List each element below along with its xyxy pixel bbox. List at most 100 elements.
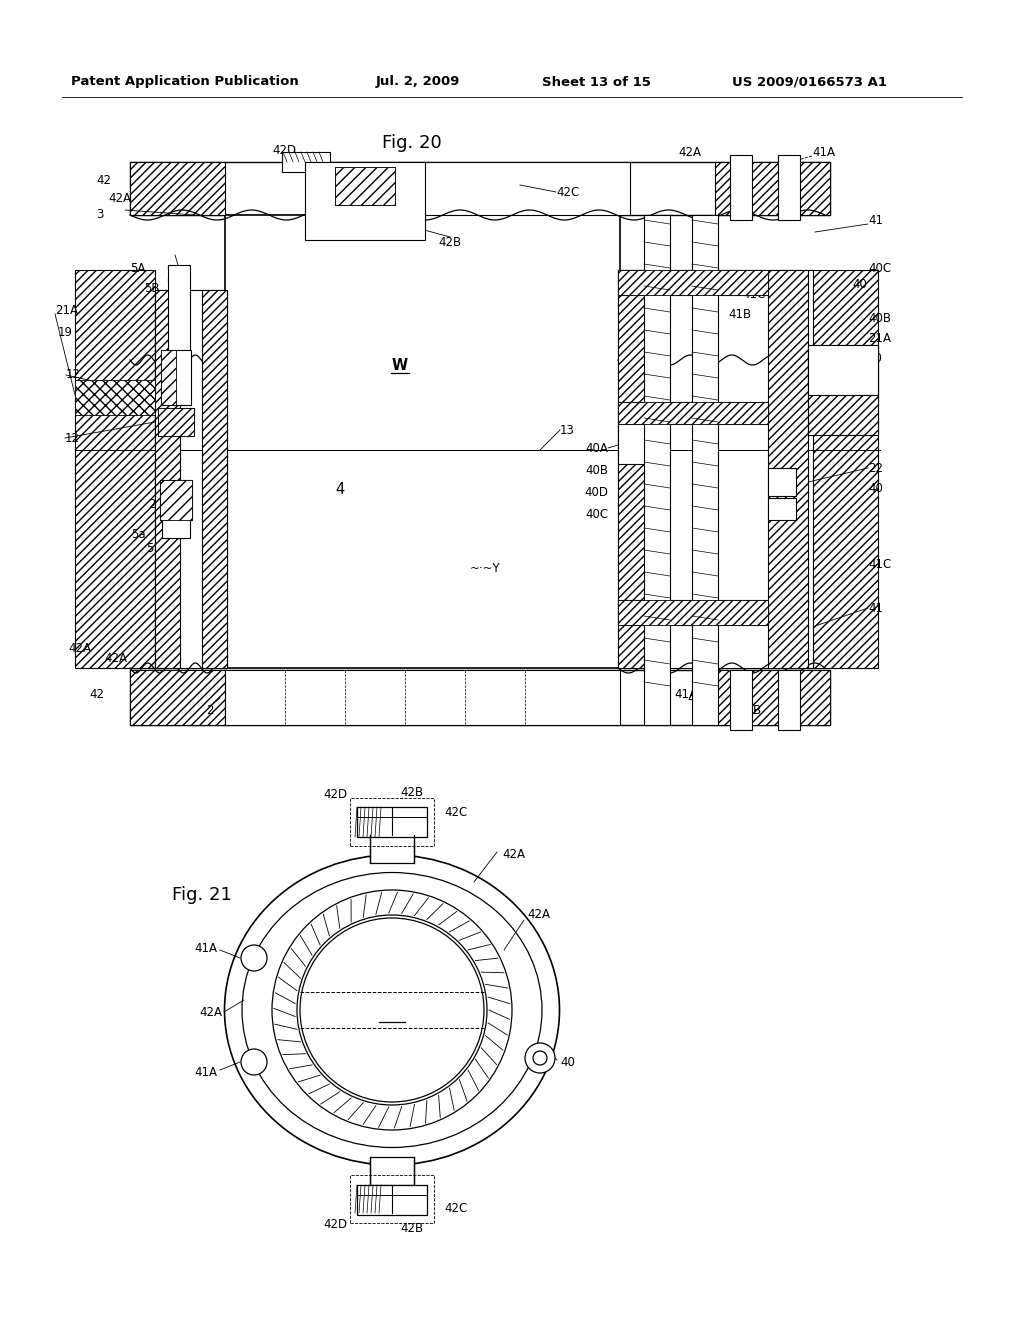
Polygon shape (808, 345, 878, 395)
Bar (715, 162, 830, 215)
Bar (350, 1175, 434, 1224)
Text: 41A: 41A (194, 1065, 217, 1078)
Text: 5A: 5A (130, 261, 145, 275)
Bar (350, 799, 434, 846)
Circle shape (241, 945, 267, 972)
Text: 42B: 42B (438, 236, 462, 249)
Bar (155, 290, 180, 668)
Bar (130, 671, 830, 725)
Bar (155, 290, 227, 668)
Text: 41: 41 (868, 602, 883, 615)
Bar (160, 480, 193, 520)
Text: 41B: 41B (738, 704, 761, 717)
Bar (130, 671, 225, 725)
Text: 21A: 21A (868, 331, 891, 345)
Bar (357, 807, 427, 837)
Text: 22: 22 (868, 462, 883, 474)
Text: 41C: 41C (742, 289, 765, 301)
Text: Fig. 21: Fig. 21 (172, 886, 231, 904)
Text: 41B: 41B (728, 309, 752, 322)
Text: 42C: 42C (444, 1201, 467, 1214)
Bar (768, 498, 796, 520)
Bar (202, 290, 227, 668)
Circle shape (525, 1043, 555, 1073)
Bar (75, 271, 155, 668)
Text: US 2009/0166573 A1: US 2009/0166573 A1 (732, 75, 888, 88)
Text: ~·~Y: ~·~Y (470, 561, 501, 574)
Text: 3A: 3A (165, 322, 180, 334)
Ellipse shape (242, 873, 542, 1147)
Text: Fig. 20: Fig. 20 (382, 135, 442, 152)
Bar (158, 408, 194, 436)
Circle shape (272, 890, 512, 1130)
Circle shape (241, 1049, 267, 1074)
Bar (130, 162, 830, 215)
Text: 40A: 40A (585, 441, 608, 454)
Text: W: W (383, 1002, 400, 1018)
Text: 40: 40 (852, 279, 867, 292)
Bar (130, 162, 225, 215)
Circle shape (534, 1051, 547, 1065)
Bar (225, 215, 620, 668)
Text: 40B: 40B (868, 312, 891, 325)
Bar (768, 271, 808, 668)
Text: 10: 10 (868, 351, 883, 364)
Text: 40D: 40D (584, 486, 608, 499)
Text: 3: 3 (96, 209, 104, 222)
Text: 42A: 42A (502, 849, 525, 862)
Bar (618, 601, 768, 624)
Text: 42A: 42A (687, 692, 710, 705)
Bar (644, 215, 670, 725)
Bar (357, 1185, 427, 1214)
Text: 42C: 42C (444, 805, 467, 818)
Bar (778, 671, 800, 730)
Text: 41A: 41A (675, 688, 697, 701)
Bar (808, 271, 878, 668)
Bar (768, 469, 796, 496)
Bar (618, 403, 768, 424)
Text: 42A: 42A (679, 145, 701, 158)
Text: 2: 2 (206, 704, 214, 717)
Bar (618, 271, 768, 294)
Text: 42B: 42B (400, 1221, 423, 1234)
Text: 13: 13 (560, 424, 574, 437)
Text: 40B: 40B (585, 463, 608, 477)
Text: 42A: 42A (527, 908, 550, 921)
Bar (370, 836, 414, 863)
Text: 42A: 42A (108, 191, 131, 205)
Text: 41A: 41A (194, 941, 217, 954)
Text: 5B: 5B (144, 281, 160, 294)
Bar (618, 403, 768, 424)
Text: 40C: 40C (585, 508, 608, 521)
Bar (778, 154, 800, 220)
Text: 42D: 42D (323, 788, 347, 801)
Text: 2A: 2A (148, 499, 164, 511)
Text: 41A: 41A (812, 145, 835, 158)
Text: 5a: 5a (131, 528, 145, 541)
Bar (161, 350, 176, 405)
Bar (225, 671, 620, 725)
Text: 42D: 42D (323, 1218, 347, 1232)
Bar (618, 271, 646, 668)
Text: 12: 12 (66, 368, 81, 381)
Ellipse shape (224, 855, 559, 1166)
Bar (305, 162, 425, 240)
Text: 21A: 21A (55, 304, 78, 317)
Text: 40: 40 (868, 482, 883, 495)
Text: 42D: 42D (272, 144, 296, 157)
Text: 41C: 41C (868, 558, 891, 572)
Bar (730, 154, 752, 220)
Text: 41: 41 (868, 214, 883, 227)
Bar (730, 671, 752, 730)
Bar (370, 1158, 414, 1185)
Text: Patent Application Publication: Patent Application Publication (71, 75, 299, 88)
Bar (618, 601, 768, 624)
Bar (618, 271, 768, 294)
Text: 42B: 42B (400, 785, 423, 799)
Text: W: W (392, 358, 408, 372)
Bar (162, 517, 190, 539)
Bar (335, 168, 395, 205)
Circle shape (297, 915, 487, 1105)
Bar (618, 424, 646, 465)
Bar (168, 265, 190, 355)
